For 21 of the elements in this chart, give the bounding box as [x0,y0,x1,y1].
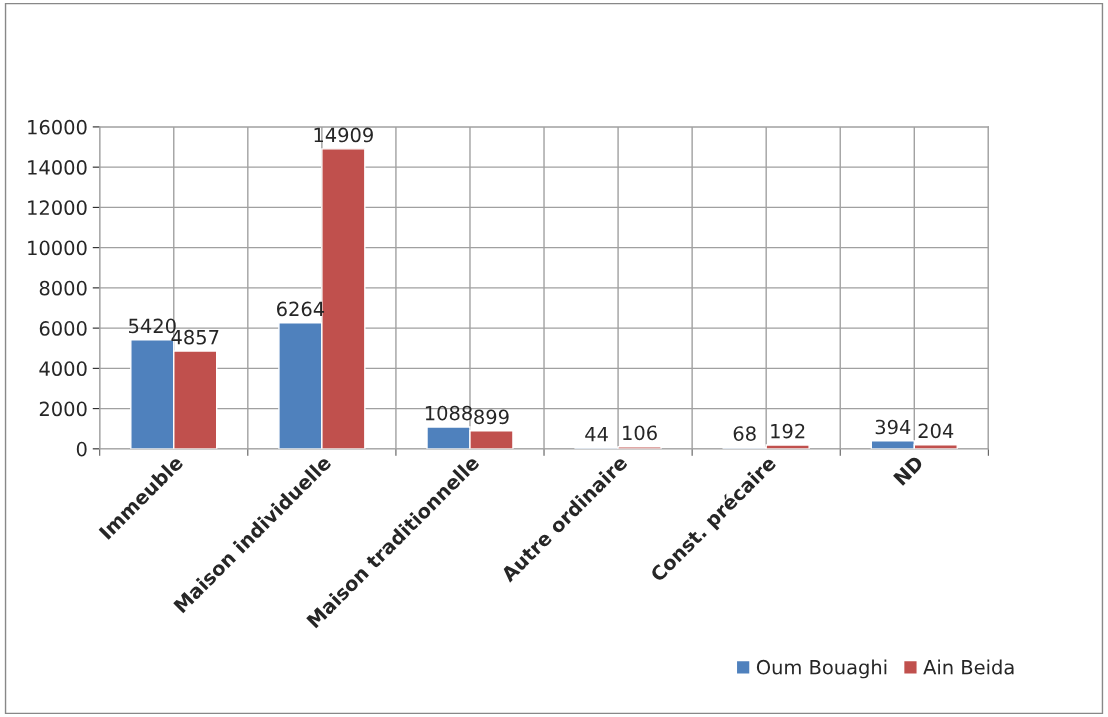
y-tick-label: 6000 [39,321,87,336]
y-tick-label: 12000 [28,200,87,216]
y-tick-label: 0 [76,441,87,457]
y-tick-label: 16000 [28,119,87,135]
data-label: 192 [771,423,805,439]
legend-label: Oum Bouaghi [756,659,887,679]
y-tick-label: 14000 [28,160,87,175]
legend-label: Ain Beida [923,659,1014,675]
data-label: 899 [474,409,509,425]
data-label: 106 [623,425,657,441]
y-tick-label: 8000 [39,280,87,296]
data-label: 1088 [425,405,472,421]
data-label: 68 [733,426,756,441]
data-label: 204 [918,423,954,439]
y-tick-label: 4000 [39,361,87,377]
x-tick-label: ND [893,454,925,486]
data-label: 394 [875,419,911,435]
y-tick-label: 2000 [39,401,87,417]
data-label: 14909 [314,127,373,143]
data-label: 44 [585,426,608,442]
y-tick-label: 10000 [28,240,87,256]
